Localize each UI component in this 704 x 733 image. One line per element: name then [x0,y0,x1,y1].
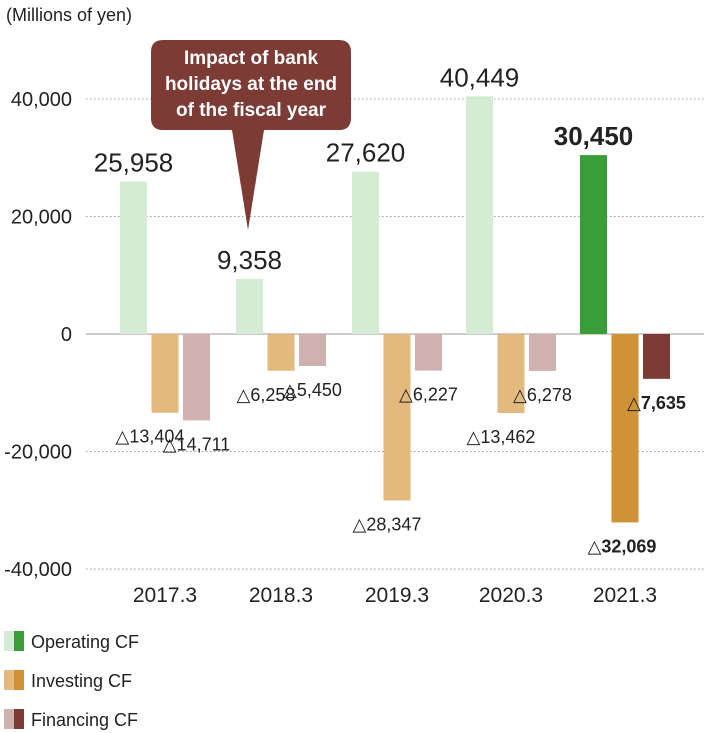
data-labels: 25,958 9,358 27,620 40,449 30,450 △13,404 △6,2… [94,62,686,556]
data-label: △28,347 [353,515,422,535]
operating-cf-bar-2017.3 [120,181,147,334]
operating-cf-bar-2021.3 [580,155,607,334]
financing-cf-bar-2019.3 [415,334,442,371]
legend-swatch-light [4,709,14,729]
unit-label: (Millions of yen) [6,5,132,25]
operating-cf-bar-2020.3 [466,96,493,334]
x-tick-label: 2017.3 [133,584,197,607]
operating-cf-bar-2019.3 [352,171,379,334]
y-tick-label: -20,000 [4,442,72,464]
investing-cf-bar-2020.3 [497,334,525,414]
data-label: 30,450 [554,121,634,151]
data-label: △13,404 [116,427,185,447]
data-label: 27,620 [326,138,406,168]
investing-cf-bar-2017.3 [151,334,179,413]
callout-text-line: Impact of bank [184,48,319,69]
x-tick-label: 2021.3 [593,584,657,607]
financing-cf-bar-2020.3 [529,334,556,371]
y-tick-label: 0 [61,324,72,346]
data-label: △32,069 [588,536,657,556]
x-axis-ticks: 2017.3 2018.3 2019.3 2020.3 2021.3 [133,584,657,607]
callout-text-line: holidays at the end [165,74,337,95]
data-label: △7,635 [627,393,686,413]
operating-cf-bar-2018.3 [236,279,263,334]
financing-cf-bar-2018.3 [299,334,326,367]
legend-label: Investing CF [31,671,132,691]
data-label: △5,450 [283,380,342,400]
data-label: △14,711 [163,434,231,454]
callout-bubble [151,40,351,230]
y-tick-label: 20,000 [11,207,72,229]
x-tick-label: 2019.3 [365,584,429,607]
x-tick-label: 2018.3 [249,584,313,607]
data-label: △6,258 [237,385,296,405]
y-axis-ticks: 40,000 20,000 0 -20,000 -40,000 [4,89,72,581]
investing-cf-bar-2021.3 [611,334,639,523]
data-label: 40,449 [440,62,520,92]
legend-label: Operating CF [31,632,139,652]
data-label: △6,227 [399,385,458,405]
data-label: △6,278 [513,385,572,405]
financing-cf-bar-2021.3 [643,334,670,379]
legend-swatch-light [4,670,14,690]
x-tick-label: 2020.3 [479,584,543,607]
data-label: 9,358 [217,245,282,275]
y-tick-label: -40,000 [4,559,72,581]
legend-swatch-light [4,631,14,651]
legend-swatch-dark [14,709,24,729]
data-label: △13,462 [467,427,536,447]
financing-cf-bar-2017.3 [183,334,210,421]
legend-label: Financing CF [31,710,138,730]
y-tick-label: 40,000 [11,89,72,111]
investing-cf-bar-2019.3 [383,334,411,501]
legend-swatch-dark [14,670,24,690]
bars [120,96,670,523]
investing-cf-bar-2018.3 [267,334,295,371]
data-label: 25,958 [94,147,174,177]
legend: Operating CF Investing CF Financing CF [4,631,139,730]
callout-text-line: of the fiscal year [176,100,327,121]
annotation-callout: Impact of bank holidays at the end of the … [151,40,351,230]
legend-swatch-dark [14,631,24,651]
